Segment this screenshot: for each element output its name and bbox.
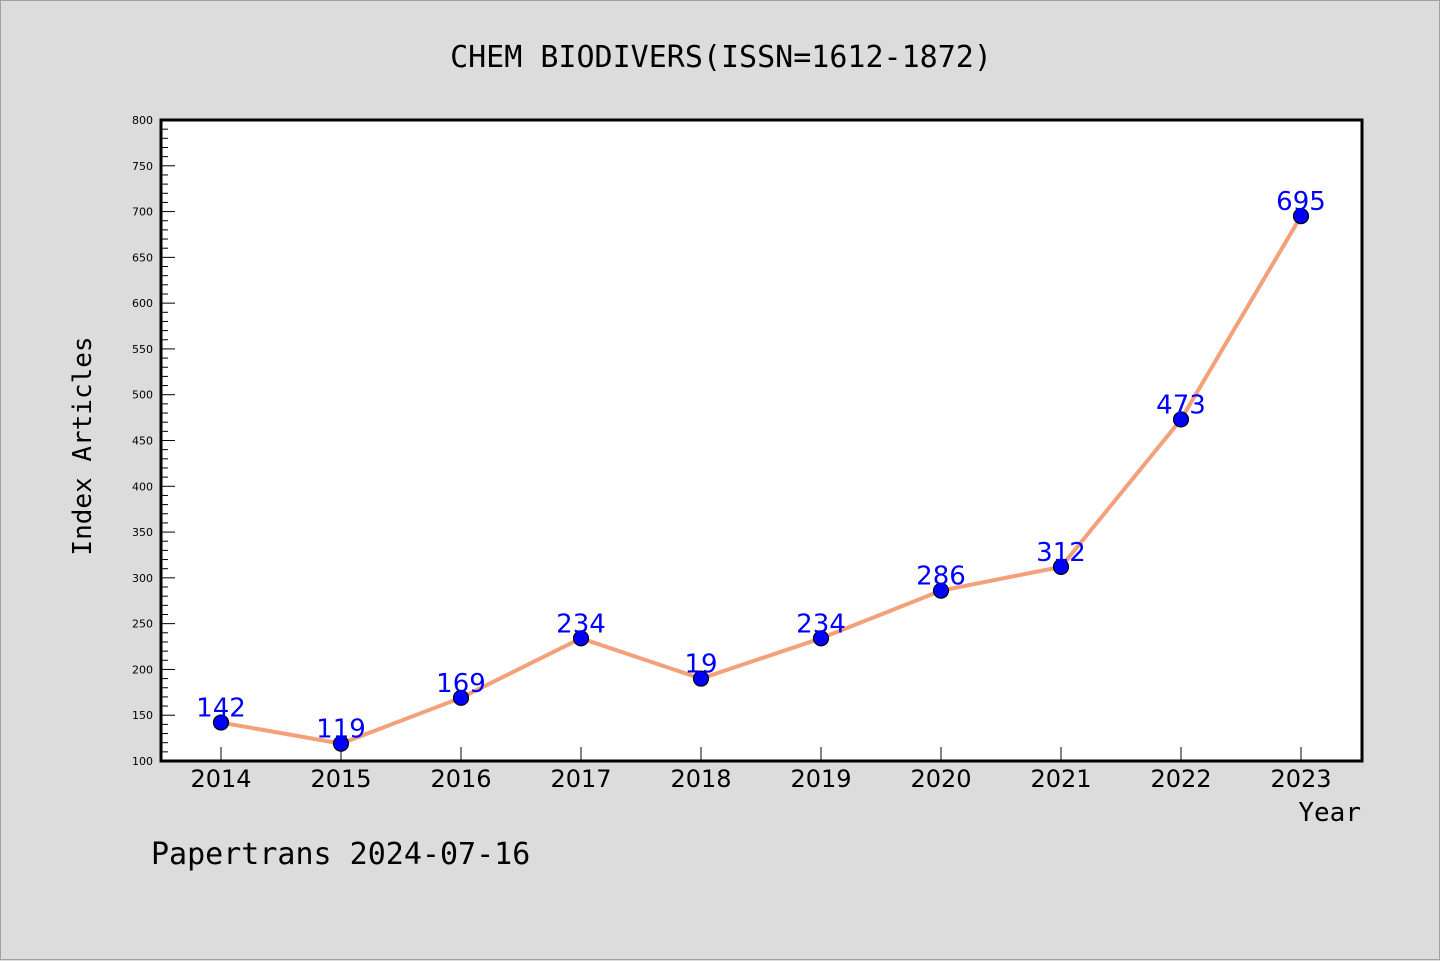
x-tick-label: 2022 (1150, 765, 1211, 793)
data-label: 142 (196, 694, 246, 724)
y-tick-label: 150 (132, 709, 153, 722)
data-point (452, 689, 470, 706)
data-label: 286 (916, 562, 966, 592)
data-point (332, 735, 350, 752)
data-label: 312 (1036, 538, 1086, 568)
y-tick-label: 800 (132, 114, 153, 127)
data-labels: 142 119 169 234 19 234 286 312 473 695 (196, 187, 1326, 744)
data-label: 119 (316, 715, 366, 745)
x-tick-label: 2023 (1270, 765, 1331, 793)
data-point (932, 582, 950, 599)
y-tick-label: 350 (132, 526, 153, 539)
x-tick-label: 2017 (550, 765, 611, 793)
data-label: 234 (796, 609, 846, 639)
x-tick-label: 2018 (670, 765, 731, 793)
y-axis-label: Index Articles (68, 336, 98, 555)
y-axis: 100 150 200 250 300 350 400 450 500 550 600 650 700 7… (132, 114, 175, 768)
y-tick-label: 750 (132, 160, 153, 173)
x-axis-label: Year (1298, 798, 1361, 828)
x-tick-label: 2021 (1030, 765, 1091, 793)
chart-title: CHEM BIODIVERS(ISSN=1612-1872) (450, 40, 992, 75)
data-label: 234 (556, 609, 606, 639)
y-tick-label: 400 (132, 480, 153, 493)
x-axis: 2014 2015 2016 2017 2018 2019 2020 2021 2022 2023 (190, 747, 1332, 793)
data-point (812, 630, 830, 647)
data-point (1172, 411, 1190, 428)
data-point (1292, 208, 1310, 225)
x-tick-label: 2020 (910, 765, 971, 793)
plot-area (159, 118, 1364, 763)
data-label: 169 (436, 669, 486, 699)
y-tick-label: 450 (132, 435, 153, 448)
y-tick-label: 600 (132, 297, 153, 310)
data-point (692, 670, 710, 687)
data-point (212, 714, 230, 731)
y-tick-label: 700 (132, 206, 153, 219)
data-point (572, 630, 590, 647)
series-line-group (219, 214, 1303, 746)
y-tick-label: 650 (132, 251, 153, 264)
x-tick-label: 2015 (310, 765, 371, 793)
y-tick-label: 550 (132, 343, 153, 356)
data-point (1052, 558, 1070, 575)
x-tick-label: 2019 (790, 765, 851, 793)
watermark-text: Papertrans 2024-07-16 (151, 837, 530, 872)
x-tick-label: 2016 (430, 765, 491, 793)
x-tick-label: 2014 (190, 765, 251, 793)
y-tick-label: 300 (132, 572, 153, 585)
data-label: 19 (684, 650, 717, 680)
y-tick-label: 100 (132, 755, 153, 768)
data-points (212, 208, 1310, 752)
y-tick-label: 250 (132, 618, 153, 631)
y-tick-label: 500 (132, 389, 153, 402)
series-line (219, 214, 1303, 746)
y-tick-label: 200 (132, 663, 153, 676)
data-label: 695 (1276, 187, 1326, 217)
data-label: 473 (1156, 390, 1206, 420)
